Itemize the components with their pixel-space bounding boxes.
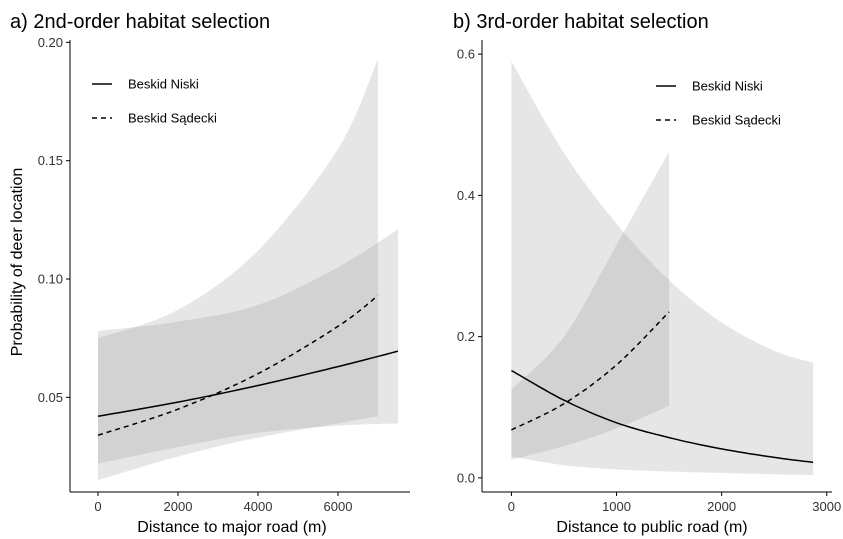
panel-b-y-tick-label: 0.6 — [457, 47, 475, 62]
panel-a-x-tick-label: 6000 — [324, 499, 353, 514]
panel-a-legend: Beskid Niski Beskid Sądecki — [92, 77, 217, 126]
panel-b-ci-band-beskid-niski — [511, 61, 814, 476]
panel-b-legend-label-beskid-sadecki: Beskid Sądecki — [692, 113, 781, 128]
panel-b-y-tick-label: 0.0 — [457, 470, 475, 485]
panel-a-ci-band-beskid-niski — [98, 229, 398, 464]
panel-b-ci-band-beskid-sadecki — [511, 151, 670, 460]
panel-a-y-tick-label: 0.20 — [38, 35, 63, 50]
panel-b-y-tick-label: 0.2 — [457, 329, 475, 344]
panel-b-x-axis-title: Distance to public road (m) — [556, 519, 747, 536]
panel-b-fit-lines — [511, 311, 814, 464]
panel-a-line-beskid-sadecki — [97, 295, 379, 436]
panel-a-ci-band-beskid-sadecki — [98, 58, 378, 481]
panel-a-x-tick-label: 0 — [94, 499, 101, 514]
panel-b-legend-label-beskid-niski: Beskid Niski — [692, 79, 763, 94]
panel-a-confidence-bands — [98, 58, 398, 481]
panel-a-legend-label-beskid-sadecki: Beskid Sądecki — [128, 111, 217, 126]
panel-a-fit-lines — [97, 295, 399, 436]
panel-a-x-axis-title: Distance to major road (m) — [137, 519, 326, 536]
panel-b-line-beskid-niski — [511, 369, 814, 464]
panel-a-2nd-order-habitat-selection: a) 2nd-order habitat selection 0.050.100… — [9, 11, 410, 536]
y-axis-title: Probability of deer location — [9, 168, 26, 357]
panel-a-axes: 0.05 0.10 0.15 0.20 0 2000 4000 6000 — [38, 35, 410, 514]
panel-a-title: a) 2nd-order habitat selection — [10, 11, 270, 33]
panel-a-line-beskid-niski — [97, 350, 399, 418]
panel-b-x-tick-label: 0 — [508, 499, 515, 514]
panel-a-y-tick-label: 0.15 — [38, 153, 63, 168]
panel-b-axes: 0.0 0.2 0.4 0.6 0 1000 2000 3000 — [457, 40, 841, 514]
panel-b-x-tick-label: 1000 — [602, 499, 631, 514]
panel-b-title: b) 3rd-order habitat selection — [453, 11, 709, 33]
panel-b-confidence-bands — [511, 61, 814, 476]
panel-a-y-tick-label: 0.05 — [38, 390, 63, 405]
panel-a-x-tick-label: 2000 — [164, 499, 193, 514]
panel-a-x-tick-label: 4000 — [244, 499, 273, 514]
panel-b-y-tick-label: 0.4 — [457, 188, 475, 203]
panel-b-x-tick-label: 2000 — [707, 499, 736, 514]
panel-b-x-tick-label: 3000 — [812, 499, 841, 514]
panel-a-legend-label-beskid-niski: Beskid Niski — [128, 77, 199, 92]
panel-b-line-beskid-sadecki — [511, 311, 670, 431]
panel-b-legend: Beskid Niski Beskid Sądecki — [656, 79, 781, 128]
panel-a-y-tick-label: 0.10 — [38, 272, 63, 287]
panel-b-3rd-order-habitat-selection: b) 3rd-order habitat selection 0.0 0.2 0.4… — [453, 11, 841, 536]
